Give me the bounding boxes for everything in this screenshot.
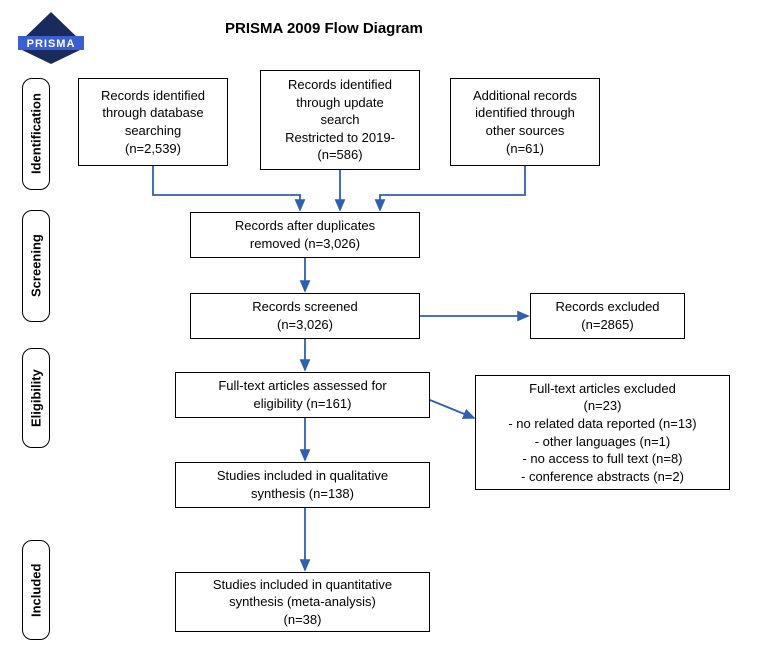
box-fulltext-excluded: Full-text articles excluded(n=23)- no re… [475,375,730,490]
box-quant: Studies included in quantitativesynthesi… [175,572,430,632]
box-screened: Records screened(n=3,026) [190,293,420,339]
stage-screening: Screening [22,210,50,322]
box-fulltext: Full-text articles assessed foreligibili… [175,372,430,418]
stage-included: Included [22,540,50,640]
box-update-search: Records identifiedthrough updatesearchRe… [260,70,420,170]
prisma-logo: PRISMA [12,10,90,64]
logo-text: PRISMA [27,38,76,50]
box-db-search: Records identifiedthrough databasesearch… [78,78,228,166]
box-other-sources: Additional recordsidentified throughothe… [450,78,600,166]
box-excluded-screen: Records excluded(n=2865) [530,293,685,339]
box-qual: Studies included in qualitativesynthesis… [175,462,430,508]
box-after-dup: Records after duplicatesremoved (n=3,026… [190,212,420,258]
stage-eligibility: Eligibility [22,348,50,448]
diagram-title: PRISMA 2009 Flow Diagram [225,20,423,37]
stage-identification: Identification [22,78,50,190]
